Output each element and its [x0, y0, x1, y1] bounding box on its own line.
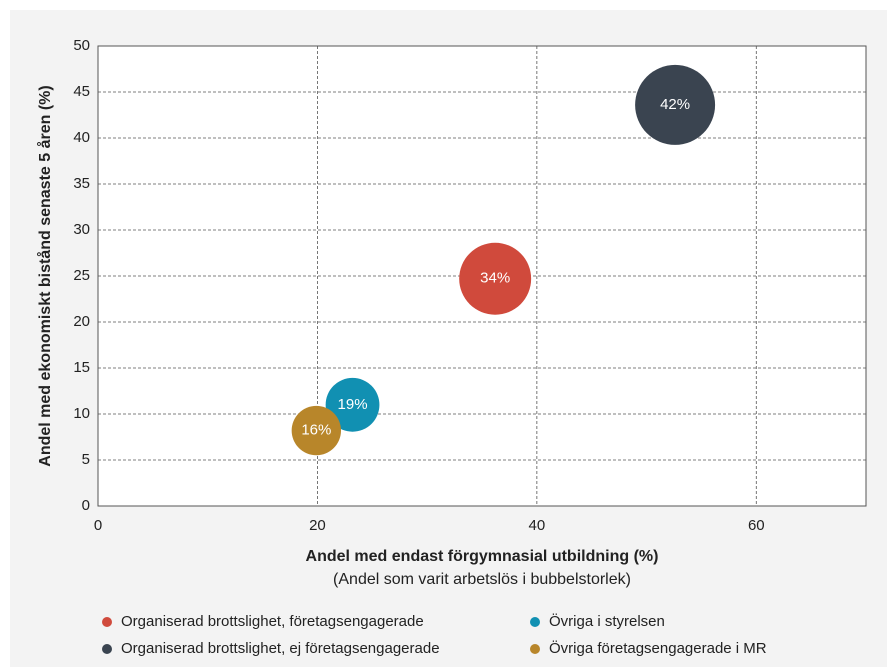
y-tick-label: 50: [73, 37, 90, 54]
bubble-label: 16%: [301, 422, 331, 439]
y-tick-label: 45: [73, 83, 90, 100]
bubble: [291, 405, 342, 456]
legend-label: Organiserad brottslighet, företagsengage…: [121, 613, 424, 630]
bubble-label: 42%: [660, 96, 690, 113]
legend-label: Organiserad brottslighet, ej företagseng…: [121, 640, 440, 657]
x-tick-label: 20: [309, 517, 326, 534]
y-tick-label: 5: [82, 451, 90, 468]
y-tick-label: 30: [73, 221, 90, 238]
y-tick-label: 0: [82, 497, 90, 514]
x-axis-title: Andel med endast förgymnasial utbildning…: [306, 548, 659, 565]
legend-marker: [102, 644, 112, 654]
bubble-label: 34%: [480, 270, 510, 287]
y-axis-title: Andel med ekonomiskt bistånd senaste 5 å…: [36, 85, 54, 466]
bubble: [325, 377, 380, 432]
x-tick-label: 40: [529, 517, 546, 534]
legend-marker: [530, 617, 540, 627]
legend-marker: [530, 644, 540, 654]
legend-label: Övriga i styrelsen: [549, 612, 665, 630]
y-tick-label: 40: [73, 129, 90, 146]
y-tick-label: 15: [73, 359, 90, 376]
bubble: [459, 242, 532, 315]
y-tick-label: 10: [73, 405, 90, 422]
bubble: [635, 64, 716, 145]
x-tick-label: 60: [748, 517, 765, 534]
bubble-label: 19%: [338, 396, 368, 413]
x-axis-note: (Andel som varit arbetslös i bubbelstorl…: [333, 571, 631, 588]
legend-marker: [102, 617, 112, 627]
y-tick-label: 25: [73, 267, 90, 284]
y-tick-label: 20: [73, 313, 90, 330]
y-tick-label: 35: [73, 175, 90, 192]
x-tick-label: 0: [94, 517, 102, 534]
legend-label: Övriga företagsengagerade i MR: [549, 639, 767, 657]
